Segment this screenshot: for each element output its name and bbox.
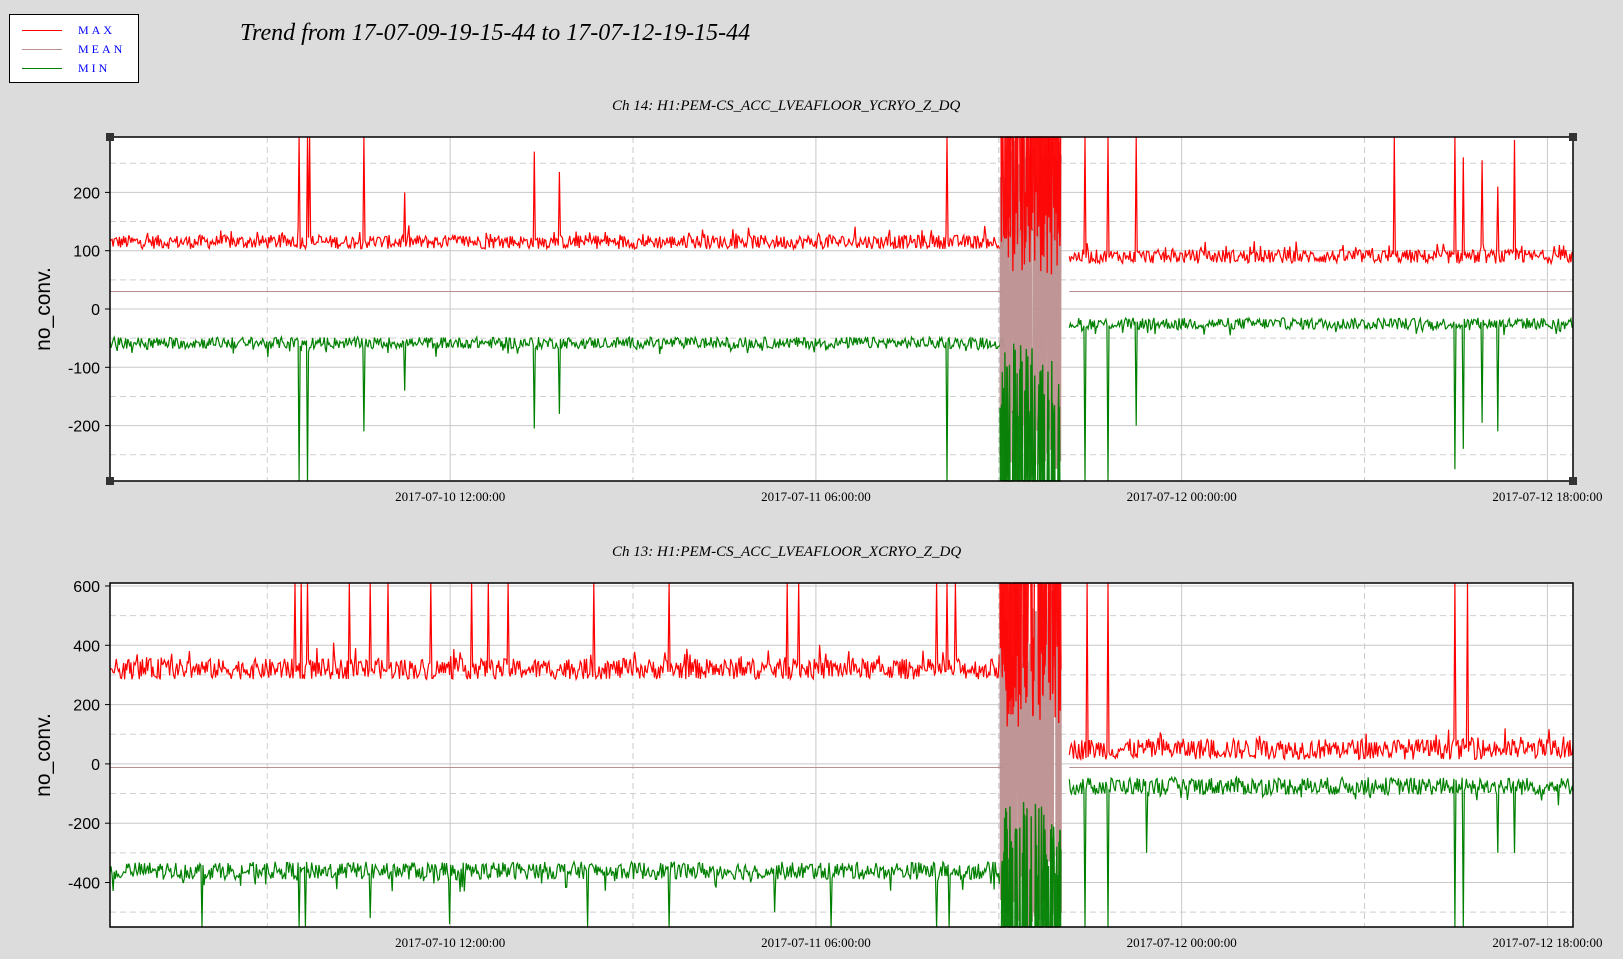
- y-tick-label: 200: [73, 698, 100, 715]
- y-tick-label: 600: [73, 579, 100, 596]
- legend-line-max: [22, 30, 62, 31]
- main-title: Trend from 17-07-09-19-15-44 to 17-07-12…: [240, 20, 751, 46]
- series-max-line: [109, 136, 1574, 266]
- x-tick-label: 2017-07-12 18:00:00: [1492, 489, 1602, 504]
- plot-frame-2: [109, 582, 1574, 928]
- x-tick-label: 2017-07-12 00:00:00: [1127, 489, 1237, 504]
- y-tick-label: 200: [73, 185, 100, 202]
- corner-handle: [1569, 477, 1577, 485]
- y-tick-label: -200: [68, 419, 100, 436]
- legend-label-min: MIN: [78, 61, 111, 75]
- corner-handle: [106, 133, 114, 141]
- y-axis-label: no_conv.: [32, 267, 55, 351]
- y-tick-label: -200: [68, 816, 100, 833]
- x-tick-label: 2017-07-10 12:00:00: [395, 489, 505, 504]
- y-tick-label: 400: [73, 638, 100, 655]
- y-axis-label: no_conv.: [32, 713, 55, 797]
- y-tick-label: 0: [91, 757, 100, 774]
- y-tick-label: -100: [68, 360, 100, 377]
- series-min-line: [109, 316, 1574, 482]
- legend-item-min: MIN: [10, 58, 140, 78]
- plot-area-2: [110, 583, 1573, 927]
- x-tick-label: 2017-07-12 18:00:00: [1492, 935, 1602, 950]
- legend-line-min: [22, 68, 62, 69]
- y-tick-label: -400: [68, 876, 100, 893]
- legend-box: MAX MEAN MIN: [9, 14, 139, 83]
- series-max-line: [109, 582, 1574, 762]
- series-min-line: [109, 775, 1574, 928]
- panel-2-title: Ch 13: H1:PEM-CS_ACC_LVEAFLOOR_XCRYO_Z_D…: [612, 544, 962, 560]
- x-tick-label: 2017-07-11 06:00:00: [761, 489, 871, 504]
- corner-handle: [106, 477, 114, 485]
- y-tick-label: 100: [73, 244, 100, 261]
- legend-item-max: MAX: [10, 20, 140, 40]
- y-tick-label: 0: [91, 302, 100, 319]
- legend-line-mean: [22, 49, 62, 50]
- legend-label-mean: MEAN: [78, 42, 126, 56]
- corner-handle: [1569, 133, 1577, 141]
- x-tick-label: 2017-07-12 00:00:00: [1127, 935, 1237, 950]
- legend-item-mean: MEAN: [10, 39, 140, 59]
- x-tick-label: 2017-07-11 06:00:00: [761, 935, 871, 950]
- panel-1-title: Ch 14: H1:PEM-CS_ACC_LVEAFLOOR_YCRYO_Z_D…: [612, 98, 961, 114]
- x-tick-label: 2017-07-10 12:00:00: [395, 935, 505, 950]
- legend-label-max: MAX: [78, 23, 116, 37]
